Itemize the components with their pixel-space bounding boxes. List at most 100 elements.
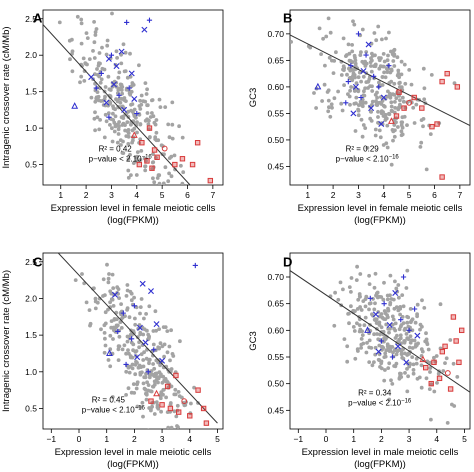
gray-point — [93, 306, 98, 311]
gray-point — [124, 134, 129, 139]
gray-point — [114, 49, 119, 54]
gray-point — [336, 297, 341, 302]
gray-point — [158, 363, 163, 368]
red-point — [439, 348, 446, 355]
gray-point — [362, 89, 366, 94]
gray-point — [150, 111, 154, 115]
gray-point — [397, 376, 402, 381]
gray-point — [452, 81, 457, 86]
red-point — [189, 161, 196, 168]
gray-point — [163, 165, 168, 170]
gray-point — [79, 21, 84, 26]
gray-point — [369, 56, 373, 61]
red-point — [458, 327, 465, 334]
y-axis-label: GC3 — [248, 88, 259, 108]
gray-point — [352, 101, 357, 106]
blue-point — [159, 357, 166, 364]
gray-point — [147, 135, 152, 140]
gray-point — [111, 304, 116, 308]
panel-letter: A — [33, 11, 43, 26]
gray-point — [397, 337, 401, 342]
gray-point — [135, 184, 138, 185]
gray-point — [382, 355, 387, 359]
gray-point — [172, 153, 177, 158]
gray-point — [118, 86, 122, 91]
gray-point — [119, 52, 123, 57]
blue-point — [145, 369, 151, 375]
gray-point — [159, 143, 164, 148]
gray-point — [308, 45, 313, 50]
gray-point — [356, 75, 361, 80]
gray-point — [133, 372, 138, 377]
gray-point — [116, 132, 121, 136]
x-tick-label: −1 — [293, 434, 303, 444]
gray-point — [360, 134, 365, 139]
red-point — [419, 105, 425, 111]
gray-point — [129, 185, 133, 189]
gray-point — [354, 95, 359, 100]
gray-point — [143, 387, 148, 392]
gray-point — [367, 307, 371, 312]
gray-point — [103, 310, 108, 315]
gray-point — [405, 320, 410, 325]
gray-point — [127, 370, 132, 375]
gray-point — [389, 49, 393, 54]
gray-point — [349, 290, 353, 294]
gray-point — [151, 329, 156, 333]
gray-point — [373, 133, 378, 138]
gray-point — [126, 365, 131, 370]
gray-point — [389, 162, 394, 167]
gray-point — [152, 366, 157, 371]
y-tick-label: 0.5 — [25, 403, 37, 413]
gray-point — [353, 61, 358, 66]
gray-point — [377, 314, 382, 319]
gray-point — [397, 81, 402, 86]
gray-point — [389, 100, 394, 105]
gray-point — [364, 294, 369, 299]
gray-point — [165, 329, 170, 333]
gray-point — [417, 375, 422, 380]
gray-point — [428, 370, 432, 374]
red-point — [172, 161, 178, 168]
gray-point — [144, 92, 149, 96]
gray-point — [126, 115, 131, 119]
gray-point — [118, 138, 123, 143]
blue-point — [412, 306, 418, 312]
gray-point — [361, 299, 366, 303]
gray-point — [357, 323, 362, 327]
gray-point — [103, 94, 107, 99]
y-tick-label: 2.0 — [25, 50, 37, 60]
gray-point — [347, 321, 351, 326]
blue-point — [358, 94, 364, 101]
gray-point — [137, 340, 142, 345]
red-point — [167, 405, 174, 412]
y-tick-label: 0.70 — [267, 272, 284, 282]
gray-point — [387, 397, 392, 402]
gray-point — [135, 154, 140, 159]
gray-point — [392, 134, 397, 139]
blue-point — [112, 291, 118, 298]
blue-point — [123, 361, 129, 368]
gray-point — [189, 401, 193, 406]
gray-point — [353, 129, 358, 133]
gray-point — [103, 336, 107, 341]
gray-point — [350, 43, 354, 47]
gray-point — [376, 24, 381, 29]
gray-point — [368, 116, 373, 121]
red-point — [173, 372, 179, 379]
gray-point — [353, 356, 358, 361]
gray-point — [416, 341, 420, 346]
r-squared-label: R² = 0.34 — [358, 388, 392, 397]
gray-point — [173, 167, 177, 172]
gray-point — [133, 362, 138, 367]
gray-point — [404, 332, 409, 336]
gray-point — [108, 95, 113, 100]
gray-point — [57, 20, 62, 25]
blue-point — [146, 17, 153, 23]
gray-point — [351, 309, 355, 313]
gray-point — [352, 89, 357, 93]
gray-point — [174, 414, 179, 419]
gray-point — [128, 51, 132, 56]
gray-point — [166, 179, 171, 184]
